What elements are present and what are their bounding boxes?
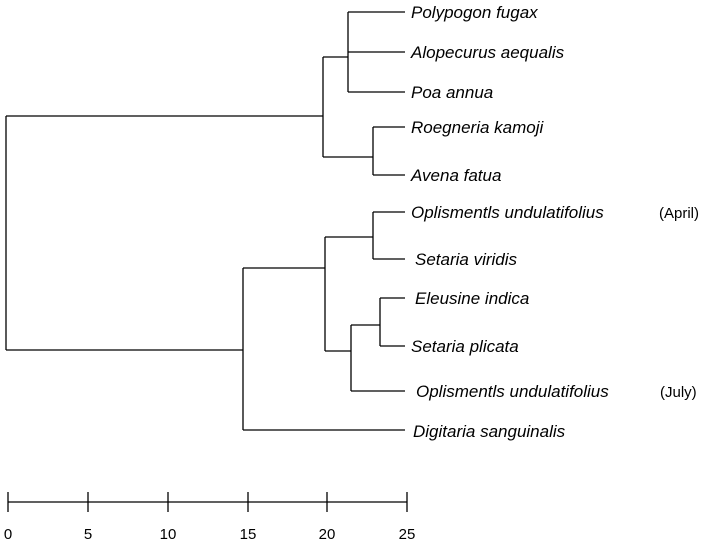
label-oplis-april: Oplismentls undulatifolius bbox=[411, 203, 604, 222]
leaf-labels: Polypogon fugax Alopecurus aequalis Poa … bbox=[410, 3, 699, 441]
note-oplis-july: (July) bbox=[660, 384, 697, 401]
scale-label-20: 20 bbox=[319, 526, 336, 543]
label-alopecurus: Alopecurus aequalis bbox=[410, 43, 565, 62]
scale-label-10: 10 bbox=[160, 526, 177, 543]
label-setaria-plicata: Setaria plicata bbox=[411, 337, 519, 356]
label-eleusine: Eleusine indica bbox=[415, 289, 529, 308]
label-poa: Poa annua bbox=[411, 83, 493, 102]
scale-label-25: 25 bbox=[399, 526, 416, 543]
tree-branches bbox=[5, 11, 405, 431]
label-polypogon: Polypogon fugax bbox=[411, 3, 538, 22]
label-digitaria: Digitaria sanguinalis bbox=[413, 422, 566, 441]
scale-label-15: 15 bbox=[240, 526, 257, 543]
label-oplis-july: Oplismentls undulatifolius bbox=[416, 382, 609, 401]
label-setaria-viridis: Setaria viridis bbox=[415, 250, 518, 269]
label-roegneria: Roegneria kamoji bbox=[411, 118, 545, 137]
scale-label-5: 5 bbox=[84, 526, 92, 543]
label-avena: Avena fatua bbox=[410, 166, 501, 185]
note-oplis-april: (April) bbox=[659, 205, 699, 222]
scale-label-0: 0 bbox=[4, 526, 12, 543]
scale-bar: 0 5 10 15 20 25 bbox=[4, 492, 416, 543]
